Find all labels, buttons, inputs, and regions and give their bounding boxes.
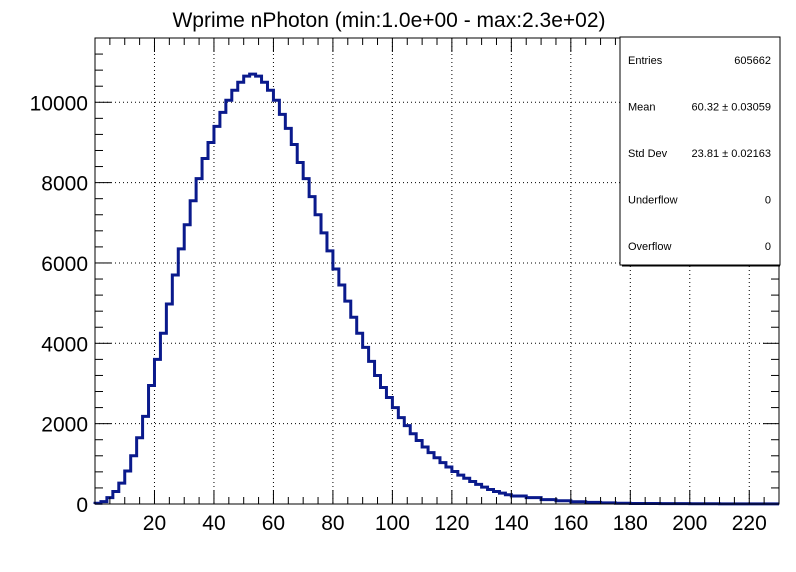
stats-value: 23.81 ± 0.02163 (692, 148, 771, 160)
stats-value: 0 (765, 195, 771, 207)
stats-box: Entries 605662 Mean 60.32 ± 0.03059 Std Dev 2… (619, 36, 781, 267)
stats-value: 60.32 ± 0.03059 (692, 102, 771, 114)
x-tick-label: 60 (262, 512, 285, 535)
x-tick-label: 100 (375, 512, 410, 535)
chart-title: Wprime nPhoton (min:1.0e+00 - max:2.3e+0… (172, 9, 605, 32)
x-tick-label: 40 (202, 512, 225, 535)
stats-value: 0 (765, 241, 771, 253)
stats-label: Mean (628, 102, 656, 114)
histogram-line (93, 72, 779, 506)
y-tick-label: 0 (76, 494, 88, 517)
histogram-series (93, 72, 779, 506)
stats-label: Overflow (628, 241, 671, 253)
grid-lines (95, 38, 779, 504)
x-tick-label: 20 (143, 512, 166, 535)
y-axis-tick-labels: 0 2000 4000 6000 8000 10000 (30, 92, 88, 517)
x-tick-label: 80 (321, 512, 344, 535)
y-tick-label: 2000 (41, 414, 88, 437)
y-tick-label: 4000 (41, 333, 88, 356)
y-tick-label: 6000 (41, 253, 88, 276)
x-tick-label: 160 (553, 512, 588, 535)
x-tick-label: 200 (672, 512, 707, 535)
x-tick-label: 220 (732, 512, 767, 535)
stats-box-frame (619, 36, 781, 266)
x-tick-label: 120 (434, 512, 469, 535)
stats-label: Underflow (628, 195, 678, 207)
y-tick-label: 10000 (30, 92, 88, 115)
stats-label: Std Dev (628, 148, 668, 160)
x-tick-label: 180 (613, 512, 648, 535)
y-tick-label: 8000 (41, 173, 88, 196)
stats-label: Entries (628, 55, 663, 67)
stats-value: 605662 (734, 55, 771, 67)
x-tick-label: 140 (494, 512, 529, 535)
x-axis-tick-labels: 20 40 60 80 100 120 140 160 180 200 220 (143, 512, 767, 535)
